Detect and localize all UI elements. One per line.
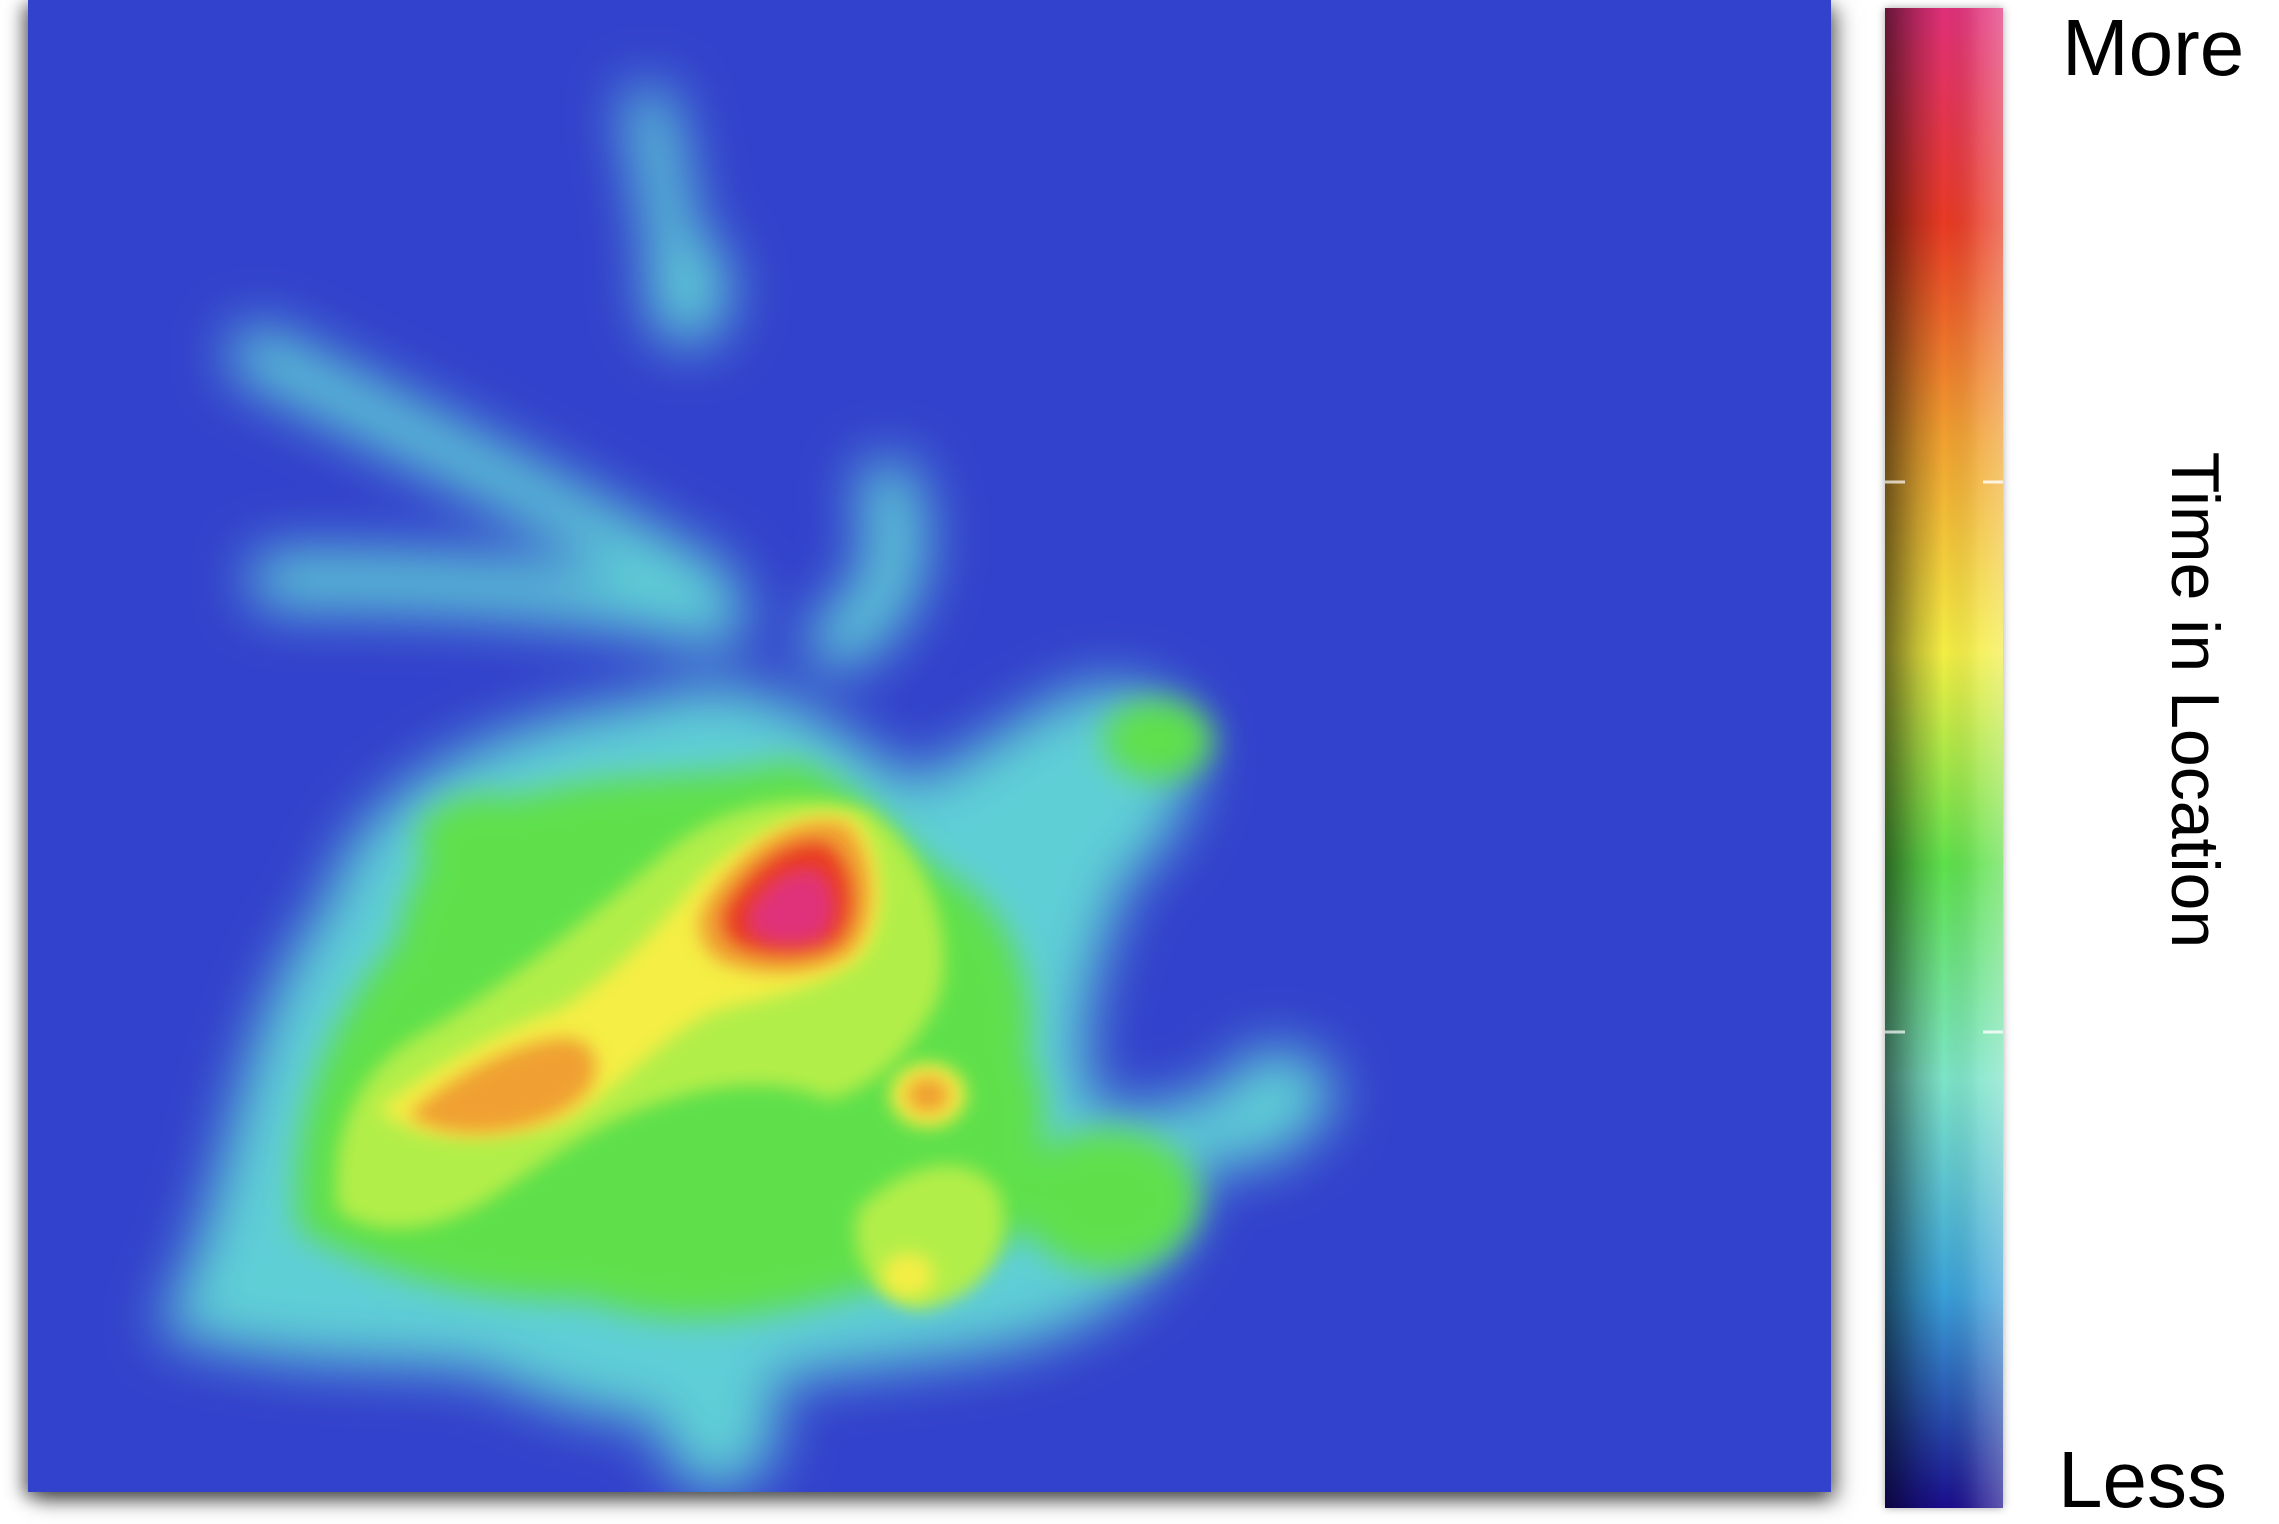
heatmap-canvas [28, 0, 1831, 1492]
colorbar-title: Time in Location [2157, 451, 2233, 949]
colorbar-max-label: More [2062, 3, 2245, 92]
hotspot-max [750, 873, 831, 942]
colorbar-min-label: Less [2058, 1435, 2227, 1524]
heatmap-plot [28, 0, 1831, 1492]
colorbar-gradient [1885, 8, 2003, 1508]
colorbar [1885, 8, 2003, 1508]
heatmap-layer-peak [723, 842, 852, 955]
